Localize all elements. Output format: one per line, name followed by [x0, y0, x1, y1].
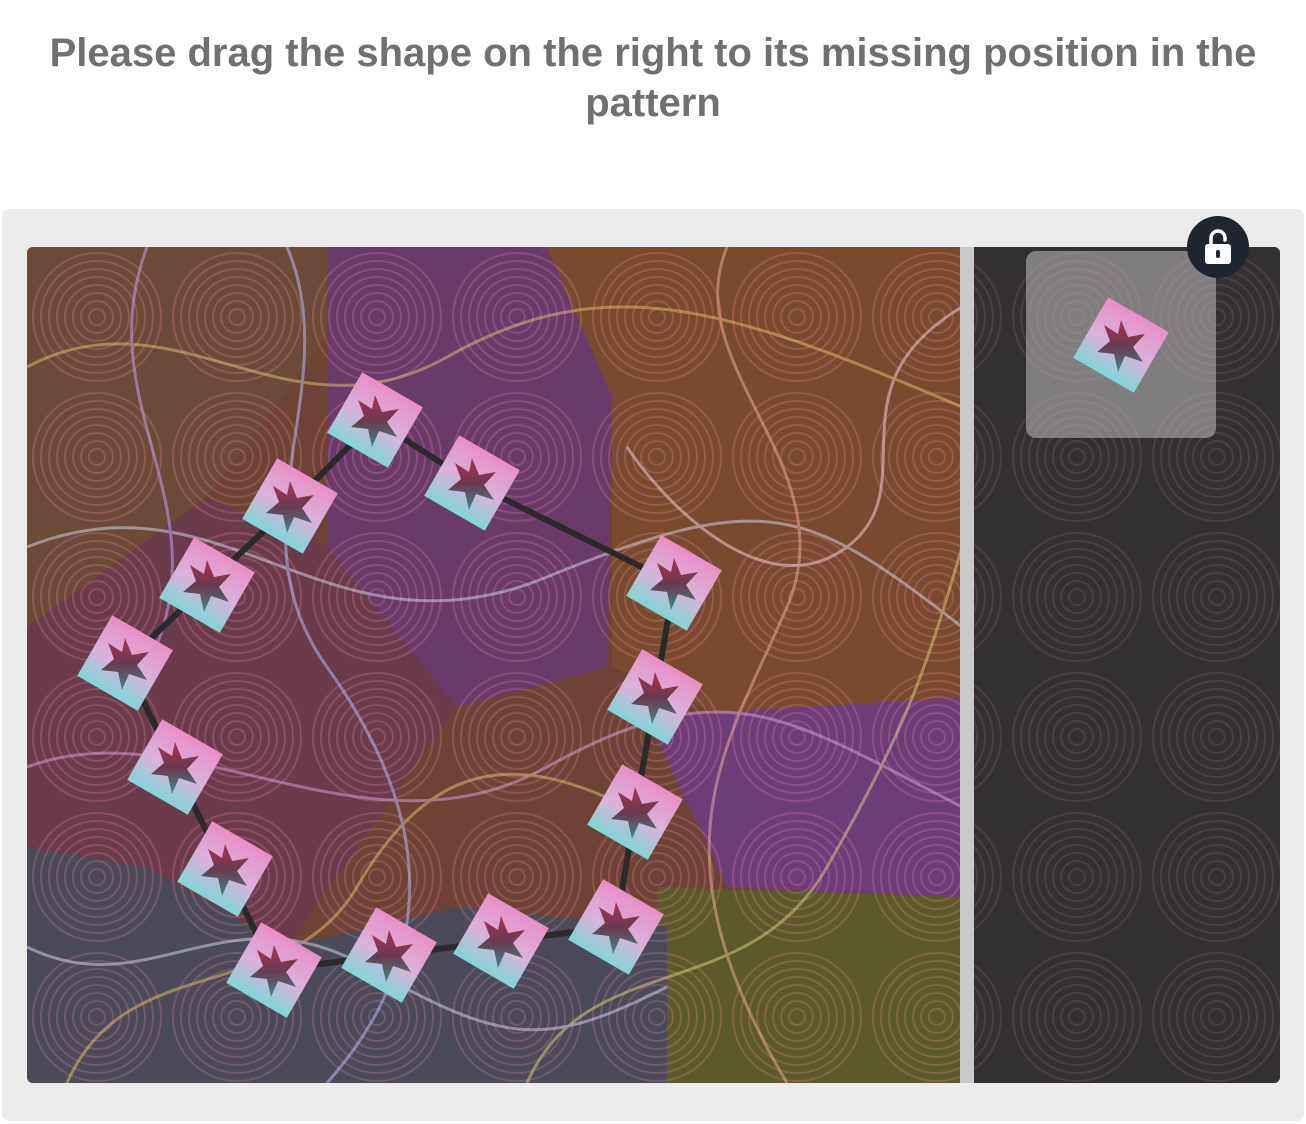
pattern-tile: [159, 537, 255, 633]
star-tile-icon: [1073, 297, 1169, 393]
pattern-tile: [568, 879, 664, 975]
lock-button[interactable]: [1187, 216, 1249, 278]
pattern-tile: [242, 458, 338, 554]
pattern-tile: [587, 764, 683, 860]
pattern-tile: [424, 435, 520, 531]
draggable-shape[interactable]: [1026, 251, 1216, 438]
instruction-text: Please drag the shape on the right to it…: [49, 31, 1257, 125]
lock-icon: [1205, 229, 1231, 264]
pattern-tile: [177, 821, 273, 917]
pattern-tile: [607, 649, 703, 745]
pattern-tile: [453, 893, 549, 989]
pattern-tile: [327, 372, 423, 468]
pattern-tile: [77, 615, 173, 711]
pattern-tile: [226, 922, 322, 1018]
pattern-tile: [127, 719, 223, 815]
pattern-tile: [626, 535, 722, 631]
pattern-tile: [341, 907, 437, 1003]
